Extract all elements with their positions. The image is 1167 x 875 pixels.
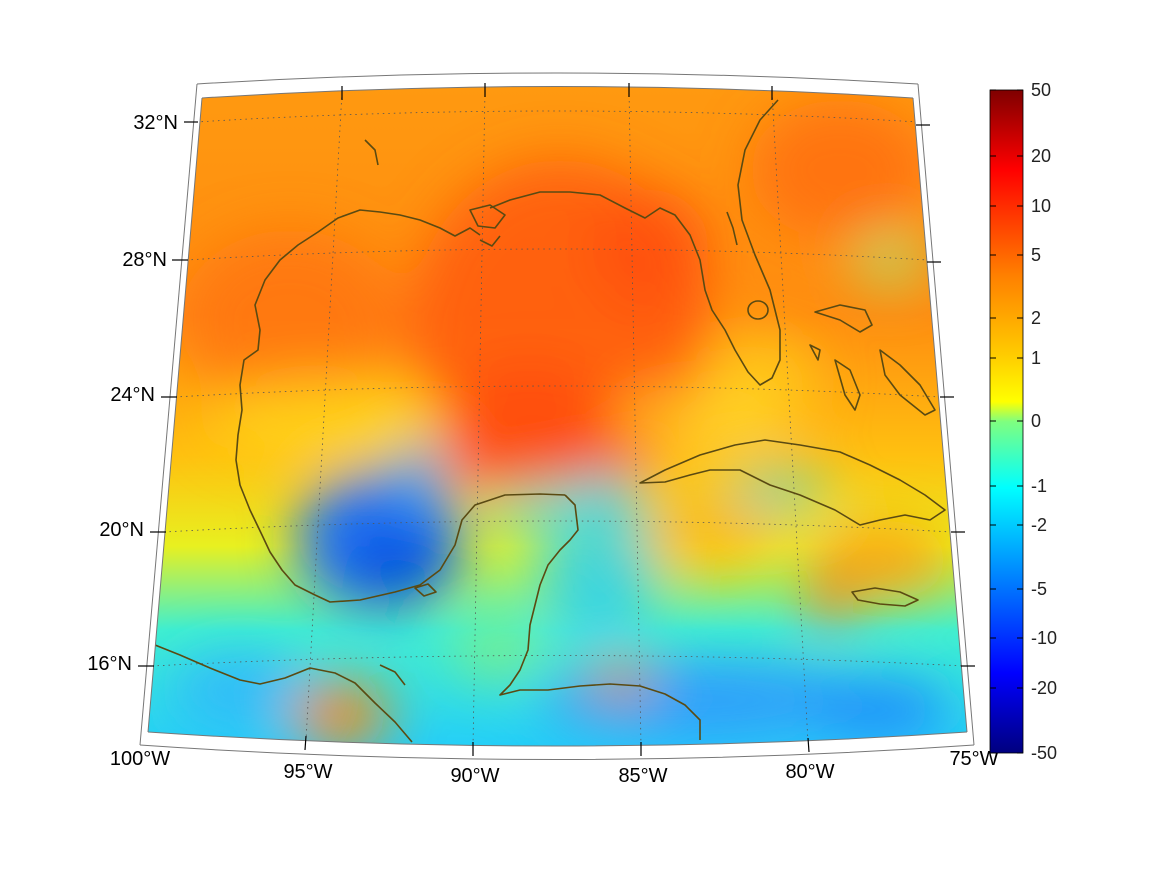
colorbar-label: -5 — [1031, 579, 1047, 599]
colorbar-label: -50 — [1031, 743, 1057, 763]
lat-tick-label: 32°N — [133, 112, 178, 134]
lon-tick-label: 100°W — [110, 748, 170, 770]
lon-tick-label: 90°W — [450, 765, 499, 787]
colorbar-label: 50 — [1031, 80, 1051, 100]
lat-tick-labels: 32°N 28°N 24°N 20°N 16°N — [87, 112, 178, 675]
colorbar-label: 2 — [1031, 308, 1041, 328]
colorbar-ticks — [990, 89, 1023, 754]
colorbar-label: 10 — [1031, 196, 1051, 216]
colorbar-label: 5 — [1031, 245, 1041, 265]
lon-tick-label: 95°W — [283, 761, 332, 783]
data-field — [148, 86, 967, 746]
lat-tick-label: 16°N — [87, 653, 132, 675]
colorbar-label: -1 — [1031, 476, 1047, 496]
graticule — [151, 89, 965, 746]
colorbar-label: -20 — [1031, 678, 1057, 698]
coastlines — [154, 99, 946, 743]
colorbar-label: 1 — [1031, 348, 1041, 368]
lat-tick-label: 20°N — [99, 519, 144, 541]
lon-tick-label: 80°W — [785, 761, 834, 783]
lat-tick-label: 28°N — [122, 249, 167, 271]
colorbar-label: 0 — [1031, 411, 1041, 431]
lon-tick-label: 85°W — [618, 765, 667, 787]
colorbar-label: -2 — [1031, 515, 1047, 535]
map-frame — [138, 72, 975, 760]
colorbar-label: 20 — [1031, 146, 1051, 166]
lon-tick-labels: 100°W 95°W 90°W 85°W 80°W 75°W — [110, 748, 999, 787]
lat-tick-label: 24°N — [110, 384, 155, 406]
colorbar-label: -10 — [1031, 628, 1057, 648]
lon-tick-label: 75°W — [949, 748, 998, 770]
